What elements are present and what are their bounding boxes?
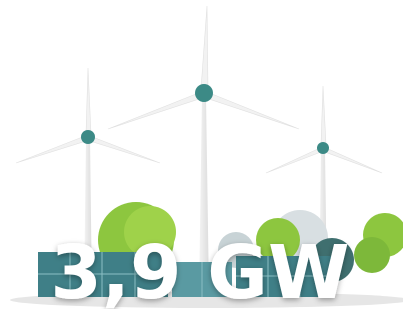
illustration: 3,9 GW xyxy=(0,0,403,309)
headline: 3,9 GW xyxy=(50,230,349,309)
